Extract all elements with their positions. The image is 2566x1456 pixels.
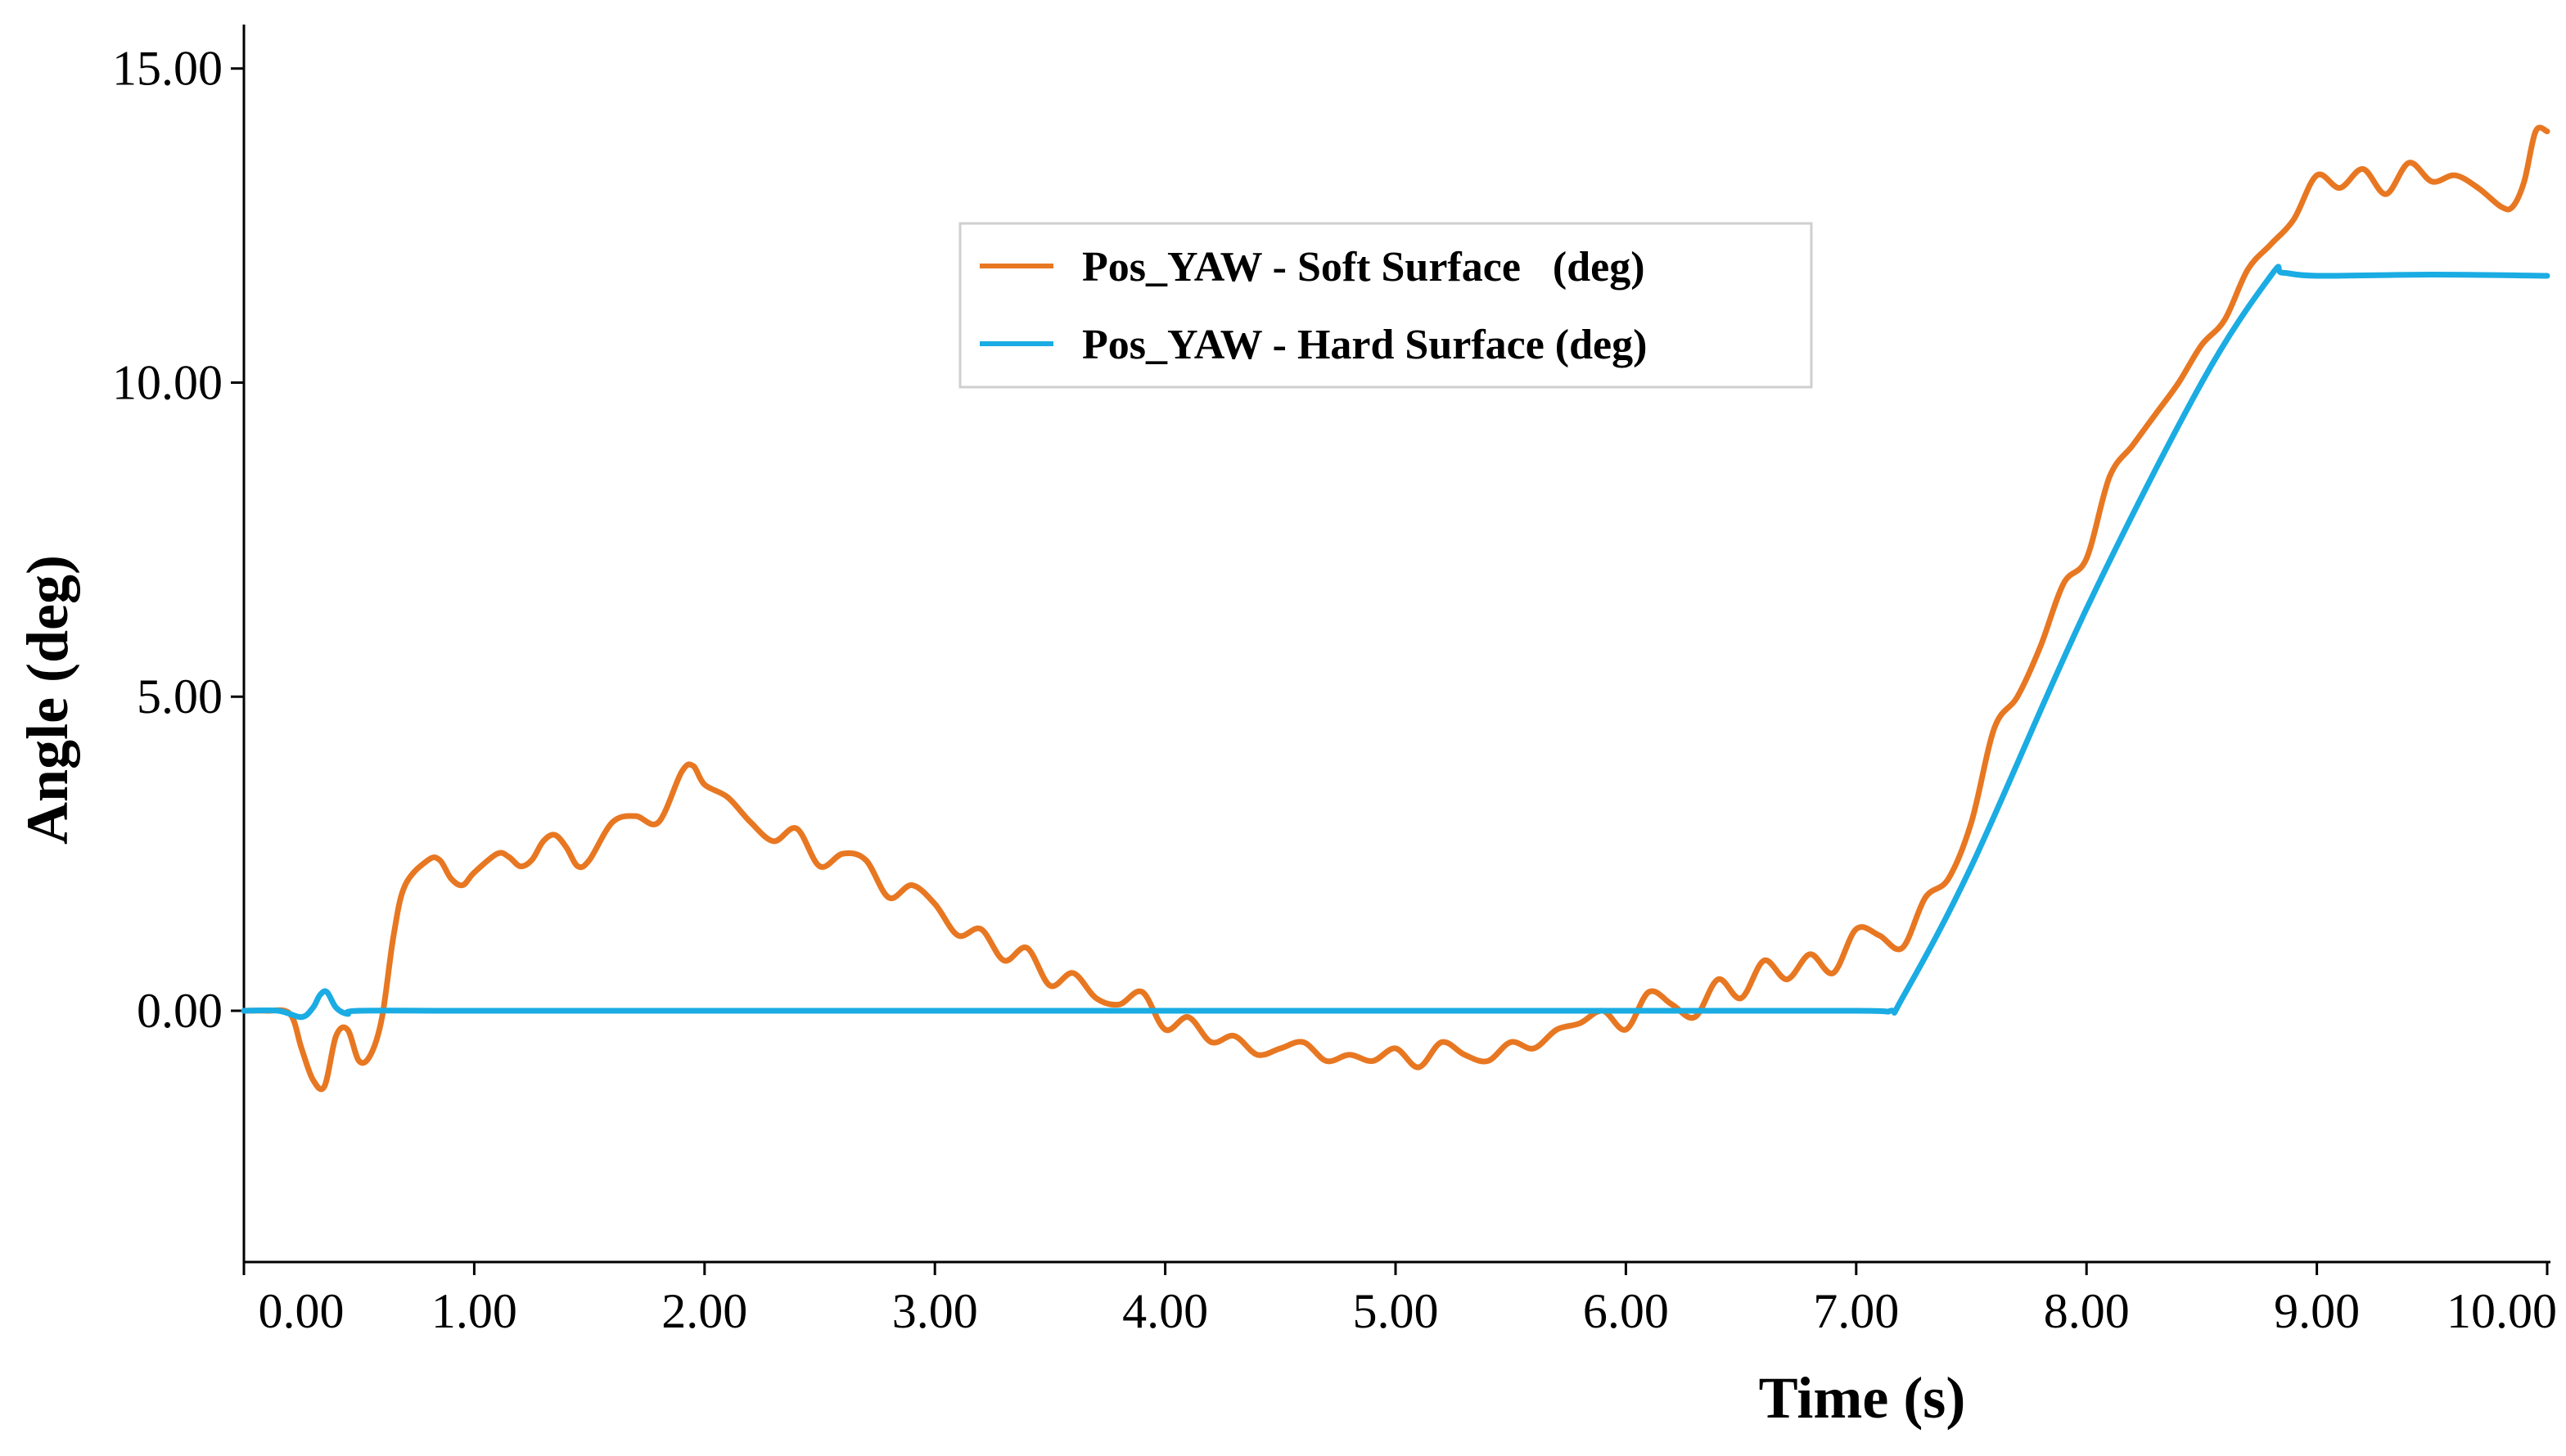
plot-area: 0.00 5.00 10.00 15.00 0.00 1.00 2.00 3.00 4.00 5… [112, 25, 2557, 1338]
y-tick-label: 15.00 [112, 42, 223, 96]
x-tick-label: 0.00 [259, 1284, 345, 1338]
x-tick-label: 1.00 [431, 1284, 517, 1338]
x-tick-label: 5.00 [1353, 1284, 1439, 1338]
y-tick-label: 5.00 [137, 669, 223, 723]
legend-box [958, 222, 1813, 389]
y-axis-title: Angle (deg) [15, 555, 80, 845]
x-tick-label: 7.00 [1813, 1284, 1899, 1338]
x-tick-label: 2.00 [661, 1284, 747, 1338]
x-ticks: 0.00 1.00 2.00 3.00 4.00 5.00 6.00 7.00 8.00 9.00… [242, 1262, 2557, 1338]
x-tick-label: 10.00 [2446, 1284, 2557, 1338]
x-tick-label: 3.00 [892, 1284, 978, 1338]
legend: Pos_YAW - Soft Surface (deg) Pos_YAW - H… [958, 222, 1813, 389]
y-ticks: 0.00 5.00 10.00 15.00 [112, 42, 244, 1038]
x-tick-label: 9.00 [2274, 1284, 2360, 1338]
x-tick-label: 8.00 [2044, 1284, 2130, 1338]
series-line-hard-surface [241, 264, 2550, 1021]
x-tick-label: 6.00 [1583, 1284, 1669, 1338]
series-line-soft-surface [241, 124, 2550, 1093]
y-tick-label: 0.00 [137, 984, 223, 1038]
legend-label-soft: Pos_YAW - Soft Surface (deg) [1082, 244, 1645, 291]
x-axis-title: Time (s) [1759, 1365, 1966, 1431]
series-layer [241, 124, 2550, 1093]
y-tick-label: 10.00 [112, 355, 223, 409]
x-tick-label: 4.00 [1122, 1284, 1208, 1338]
legend-label-hard: Pos_YAW - Hard Surface (deg) [1082, 322, 1647, 368]
